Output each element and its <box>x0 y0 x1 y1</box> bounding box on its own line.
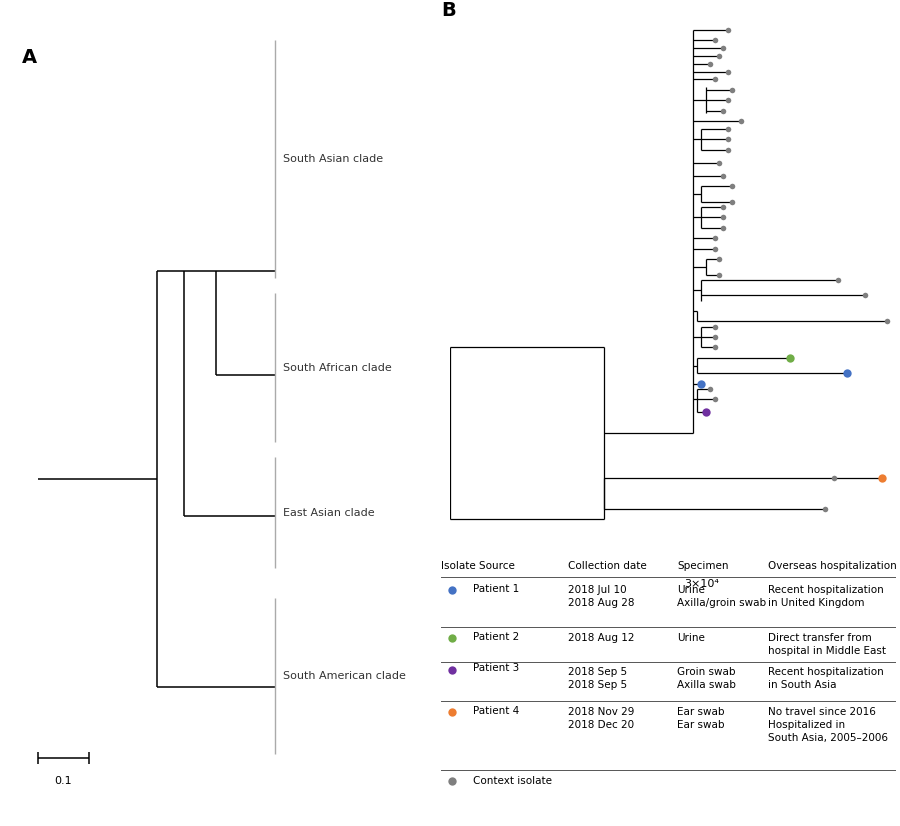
Text: B: B <box>441 1 456 20</box>
Text: South Asian clade: South Asian clade <box>284 154 383 164</box>
Text: South African clade: South African clade <box>284 363 392 373</box>
Text: No travel since 2016
Hospitalized in
South Asia, 2005–2006: No travel since 2016 Hospitalized in Sou… <box>769 707 888 743</box>
Text: 2018 Aug 12: 2018 Aug 12 <box>568 633 634 643</box>
Text: 2018 Sep 5
2018 Sep 5: 2018 Sep 5 2018 Sep 5 <box>568 667 627 691</box>
Text: Ear swab
Ear swab: Ear swab Ear swab <box>678 707 725 730</box>
Text: Recent hospitalization
in South Asia: Recent hospitalization in South Asia <box>769 667 884 691</box>
Text: 2018 Nov 29
2018 Dec 20: 2018 Nov 29 2018 Dec 20 <box>568 707 634 730</box>
Text: 3×10⁴: 3×10⁴ <box>684 579 719 589</box>
Text: Urine: Urine <box>678 633 706 643</box>
Text: Specimen: Specimen <box>678 562 729 572</box>
Text: Isolate Source: Isolate Source <box>441 562 515 572</box>
Text: Collection date: Collection date <box>568 562 647 572</box>
Text: Direct transfer from
hospital in Middle East: Direct transfer from hospital in Middle … <box>769 633 886 656</box>
Text: Groin swab
Axilla swab: Groin swab Axilla swab <box>678 667 736 691</box>
Text: Overseas hospitalization: Overseas hospitalization <box>769 562 897 572</box>
Text: Urine
Axilla/groin swab: Urine Axilla/groin swab <box>678 585 767 608</box>
Text: East Asian clade: East Asian clade <box>284 507 375 518</box>
Text: Recent hospitalization
in United Kingdom: Recent hospitalization in United Kingdom <box>769 585 884 608</box>
Text: Patient 1: Patient 1 <box>472 584 519 594</box>
Text: Patient 3: Patient 3 <box>472 663 519 673</box>
Text: Patient 4: Patient 4 <box>472 705 519 715</box>
Text: South American clade: South American clade <box>284 671 406 681</box>
Text: Patient 2: Patient 2 <box>472 632 519 642</box>
Text: 2018 Jul 10
2018 Aug 28: 2018 Jul 10 2018 Aug 28 <box>568 585 634 608</box>
Text: A: A <box>22 48 37 67</box>
Text: 0.1: 0.1 <box>55 776 72 786</box>
Text: Context isolate: Context isolate <box>472 776 552 786</box>
